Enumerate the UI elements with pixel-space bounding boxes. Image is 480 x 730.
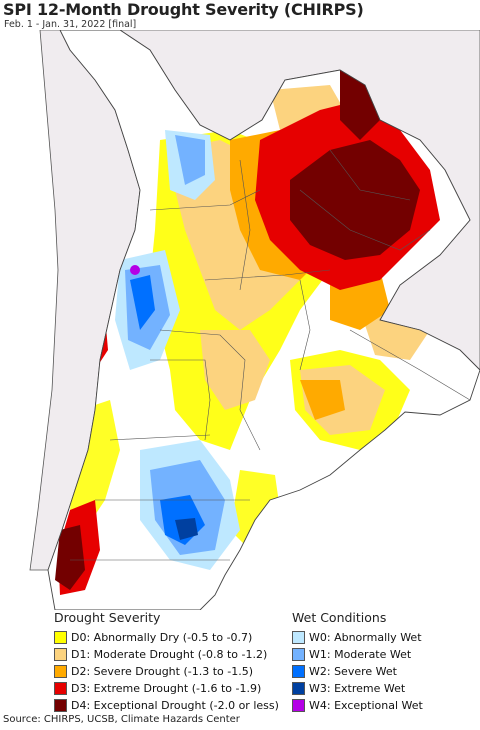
legend-item-d0: D0: Abnormally Dry (-0.5 to -0.7) — [54, 629, 290, 646]
legend-wet-title: Wet Conditions — [292, 610, 387, 625]
legend-item-w1: W1: Moderate Wet — [292, 646, 480, 663]
legend-label-w0: W0: Abnormally Wet — [309, 631, 422, 644]
legend-item-d3: D3: Extreme Drought (-1.6 to -1.9) — [54, 680, 290, 697]
swatch-d3 — [54, 682, 67, 695]
legend-drought: Drought Severity D0: Abnormally Dry (-0.… — [54, 610, 290, 714]
legend-label-d4: D4: Exceptional Drought (-2.0 or less) — [71, 699, 279, 712]
legend-item-w0: W0: Abnormally Wet — [292, 629, 480, 646]
map-subtitle: Feb. 1 - Jan. 31, 2022 [final] — [4, 19, 137, 30]
swatch-w0 — [292, 631, 305, 644]
legend-drought-title: Drought Severity — [54, 610, 161, 625]
swatch-d4 — [54, 699, 67, 712]
swatch-w2 — [292, 665, 305, 678]
swatch-w3 — [292, 682, 305, 695]
swatch-d0 — [54, 631, 67, 644]
swatch-w1 — [292, 648, 305, 661]
legend-item-d4: D4: Exceptional Drought (-2.0 or less) — [54, 697, 290, 714]
legend-item-d1: D1: Moderate Drought (-0.8 to -1.2) — [54, 646, 290, 663]
swatch-w4 — [292, 699, 305, 712]
legend-label-d3: D3: Extreme Drought (-1.6 to -1.9) — [71, 682, 262, 695]
legend-label-d1: D1: Moderate Drought (-0.8 to -1.2) — [71, 648, 268, 661]
legend-wet: Wet Conditions W0: Abnormally Wet W1: Mo… — [292, 610, 480, 714]
legend-item-w2: W2: Severe Wet — [292, 663, 480, 680]
drought-map — [0, 30, 480, 610]
admin-boundaries — [70, 149, 471, 561]
legend-label-d0: D0: Abnormally Dry (-0.5 to -0.7) — [71, 631, 253, 644]
legend-label-w4: W4: Exceptional Wet — [309, 699, 423, 712]
legend-item-w4: W4: Exceptional Wet — [292, 697, 480, 714]
legend-label-w2: W2: Severe Wet — [309, 665, 397, 678]
legend-label-w1: W1: Moderate Wet — [309, 648, 412, 661]
legend-label-d2: D2: Severe Drought (-1.3 to -1.5) — [71, 665, 254, 678]
swatch-d1 — [54, 648, 67, 661]
map-svg — [0, 30, 480, 610]
legend-label-w3: W3: Extreme Wet — [309, 682, 406, 695]
study-area-outline — [47, 30, 480, 610]
swatch-d2 — [54, 665, 67, 678]
legend-item-d2: D2: Severe Drought (-1.3 to -1.5) — [54, 663, 290, 680]
legend-item-w3: W3: Extreme Wet — [292, 680, 480, 697]
source-credit: Source: CHIRPS, UCSB, Climate Hazards Ce… — [3, 714, 240, 725]
map-title: SPI 12-Month Drought Severity (CHIRPS) — [3, 0, 364, 19]
